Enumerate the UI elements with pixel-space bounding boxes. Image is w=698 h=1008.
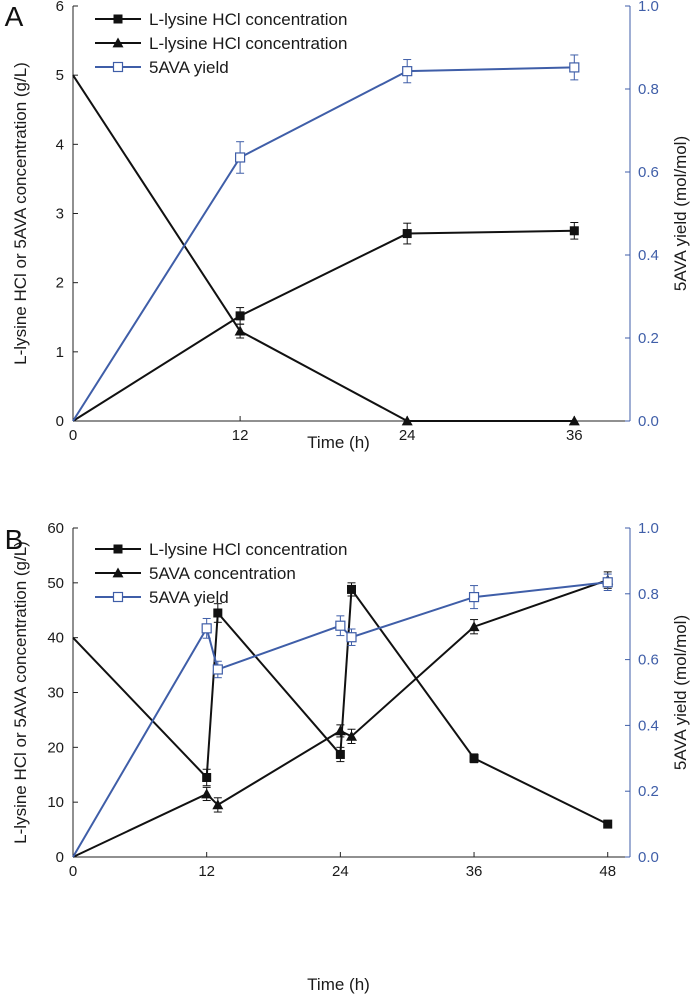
data-point (603, 819, 613, 829)
y-left-tick-label: 2 (56, 275, 64, 292)
data-point (401, 415, 413, 426)
y-left-tick-label: 0 (56, 849, 64, 866)
legend-marker (112, 37, 124, 48)
y-left-tick-label: 10 (47, 794, 64, 811)
data-point (201, 623, 212, 634)
data-point (234, 325, 246, 336)
y-right-tick-label: 0.4 (638, 247, 659, 264)
data-point (569, 62, 580, 73)
legend-marker (113, 14, 123, 24)
data-point (568, 415, 580, 426)
x-axis-title: Time (h) (307, 975, 370, 994)
x-tick-label: 36 (566, 427, 583, 444)
data-point (235, 311, 245, 321)
x-tick-label: 24 (332, 863, 349, 880)
series-line (72, 74, 575, 422)
data-point (402, 229, 412, 239)
series-1 (72, 74, 580, 426)
series-0 (72, 582, 613, 829)
y-left-tick-label: 20 (47, 739, 64, 756)
series-line (72, 66, 575, 422)
y-left-tick-label: 4 (56, 136, 64, 153)
data-point (402, 66, 413, 77)
x-tick-label: 24 (399, 427, 416, 444)
legend-label: L-lysine HCl concentration (149, 540, 347, 559)
legend-marker (112, 61, 124, 73)
legend-marker (113, 544, 123, 554)
y-left-tick-label: 40 (47, 630, 64, 647)
legend: L-lysine HCl concentration L-lysine HCl c… (95, 10, 347, 77)
y-left-tick-label: 5 (56, 67, 64, 84)
y-right-tick-label: 0.2 (638, 783, 659, 800)
data-point (335, 749, 345, 759)
y-right-tick-label: 0.0 (638, 849, 659, 866)
data-point (202, 772, 212, 782)
data-point (346, 730, 357, 741)
data-point (468, 621, 480, 632)
legend-label: L-lysine HCl concentration (149, 34, 347, 53)
x-tick-label: 0 (69, 427, 77, 444)
data-point (468, 591, 480, 603)
y-right-tick-label: 0.6 (638, 164, 659, 181)
legend-label: 5AVA yield (149, 58, 229, 77)
y-right-axis-title: 5AVA yield (mol/mol) (671, 615, 690, 770)
y-left-tick-label: 1 (56, 344, 64, 361)
data-point (201, 788, 213, 799)
y-right-tick-label: 0.0 (638, 413, 659, 430)
x-tick-label: 12 (232, 427, 249, 444)
series-2 (72, 573, 613, 858)
y-right-tick-label: 0.4 (638, 717, 659, 734)
y-right-tick-label: 1.0 (638, 520, 659, 537)
y-left-tick-label: 6 (56, 0, 64, 15)
data-point (212, 664, 223, 675)
series-2 (72, 54, 580, 422)
series-line (72, 229, 575, 422)
x-axis-title: Time (h) (307, 433, 370, 452)
data-point (235, 152, 246, 163)
y-left-tick-label: 30 (47, 685, 64, 702)
y-right-axis-title: 5AVA yield (mol/mol) (671, 136, 690, 291)
series-0 (72, 221, 579, 422)
data-point (213, 608, 223, 618)
legend-marker (112, 591, 124, 603)
data-point (469, 753, 479, 763)
legend: L-lysine HCl concentration 5AVA concentra… (95, 540, 347, 607)
panel-letter: B (5, 524, 24, 555)
y-right-tick-label: 0.8 (638, 81, 659, 98)
legend-marker (112, 567, 124, 578)
y-right-tick-label: 0.2 (638, 330, 659, 347)
panel-letter: A (5, 1, 24, 32)
data-point (346, 632, 357, 643)
panel-b: B 0 12 24 36 48 0 10 20 30 40 50 60 0.0 0.2 0.4 0.6 0.8 1.… (5, 520, 690, 994)
x-tick-label: 48 (599, 863, 616, 880)
y-left-tick-label: 0 (56, 413, 64, 430)
y-right-tick-label: 1.0 (638, 0, 659, 15)
data-point (347, 584, 356, 594)
legend-label: 5AVA concentration (149, 564, 296, 583)
data-point (334, 725, 346, 736)
x-tick-label: 12 (198, 863, 215, 880)
data-point (212, 799, 224, 810)
y-left-tick-label: 60 (47, 520, 64, 537)
y-left-tick-label: 50 (47, 575, 64, 592)
y-right-tick-label: 0.6 (638, 652, 659, 669)
x-tick-label: 0 (69, 863, 77, 880)
y-left-axis-title: L-lysine HCl or 5AVA concentration (g/L) (11, 541, 30, 844)
data-point (569, 226, 579, 236)
data-point (335, 620, 346, 631)
y-left-axis-title: L-lysine HCl or 5AVA concentration (g/L) (11, 62, 30, 365)
legend-label: L-lysine HCl concentration (149, 10, 347, 29)
y-right-tick-label: 0.8 (638, 586, 659, 603)
legend-label: 5AVA yield (149, 588, 229, 607)
data-point (602, 577, 613, 588)
y-left-tick-label: 3 (56, 206, 64, 223)
x-tick-label: 36 (466, 863, 483, 880)
